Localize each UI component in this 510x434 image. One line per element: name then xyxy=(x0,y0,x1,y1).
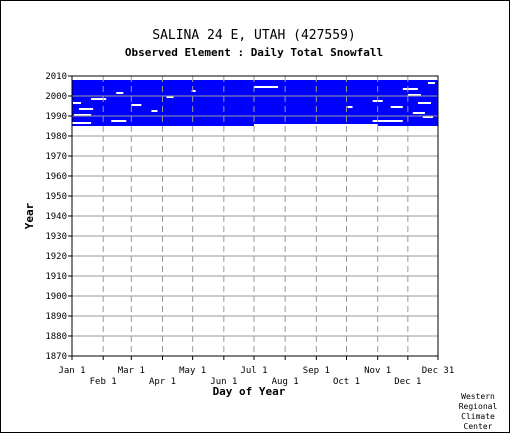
y-tick-label-1880: 1880 xyxy=(45,332,67,342)
y-tick-label-1970: 1970 xyxy=(45,152,67,162)
x-tick-label-upper-6: Dec 31 xyxy=(422,366,455,376)
y-tick-label-1950: 1950 xyxy=(45,192,67,202)
missing-gap-12 xyxy=(166,96,174,98)
y-tick-label-2000: 2000 xyxy=(45,92,67,102)
x-tick-label-lower-2: Jun 1 xyxy=(210,377,237,387)
missing-gap-7 xyxy=(73,102,82,104)
x-tick-label-lower-0: Feb 1 xyxy=(90,377,117,387)
x-axis-label: Day of Year xyxy=(213,385,286,398)
y-tick-label-1870: 1870 xyxy=(45,352,67,362)
y-tick-label-1980: 1980 xyxy=(45,132,67,142)
observed-block-1 xyxy=(72,80,438,86)
missing-gap-4 xyxy=(253,86,279,88)
missing-gap-21 xyxy=(427,82,435,84)
y-tick-label-1920: 1920 xyxy=(45,252,67,262)
x-tick-label-upper-2: May 1 xyxy=(179,366,206,376)
y-axis-label: Year xyxy=(23,202,36,229)
x-tick-label-lower-1: Apr 1 xyxy=(149,377,176,387)
x-tick-label-upper-1: Mar 1 xyxy=(118,366,145,376)
missing-gap-0 xyxy=(253,124,378,126)
missing-gap-18 xyxy=(402,88,418,90)
x-axis-ticks-upper: Jan 1 Mar 1 May 1 Jul 1 Sep 1 Nov 1 Dec 31 xyxy=(58,356,454,376)
chart-subtitle: Observed Element : Daily Total Snowfall xyxy=(125,46,383,59)
credit-line-2: Regional xyxy=(459,402,498,411)
missing-gap-17 xyxy=(412,112,425,114)
missing-gap-5 xyxy=(74,114,92,116)
missing-gap-11 xyxy=(151,110,158,112)
missing-gap-20 xyxy=(417,102,431,104)
missing-gap-19 xyxy=(422,116,433,118)
y-tick-label-1930: 1930 xyxy=(45,232,67,242)
x-tick-label-lower-5: Dec 1 xyxy=(394,377,421,387)
missing-gap-16 xyxy=(407,94,421,96)
x-tick-label-upper-0: Jan 1 xyxy=(58,366,85,376)
x-tick-label-upper-4: Sep 1 xyxy=(303,366,330,376)
missing-gap-13 xyxy=(191,90,196,92)
credit-line-1: Western xyxy=(461,392,495,401)
x-tick-label-lower-4: Oct 1 xyxy=(333,377,360,387)
credit-block: Western Regional Climate Center xyxy=(459,392,498,431)
x-axis-ticks-lower: Feb 1 Apr 1 Jun 1 Aug 1 Oct 1 Dec 1 xyxy=(90,356,421,387)
x-tick-label-lower-3: Aug 1 xyxy=(272,377,299,387)
credit-line-3: Climate xyxy=(461,412,495,421)
data-layer xyxy=(72,80,438,126)
missing-gap-10 xyxy=(131,104,142,106)
missing-gap-22 xyxy=(347,106,353,108)
missing-gap-6 xyxy=(79,108,94,110)
y-axis-ticks: 2010 2000 1990 1980 1970 1960 1950 1940 1930 1920… xyxy=(45,72,72,362)
missing-gap-8 xyxy=(91,98,107,100)
missing-gap-1 xyxy=(72,122,92,124)
y-tick-label-1940: 1940 xyxy=(45,212,67,222)
chart-title: SALINA 24 E, UTAH (427559) xyxy=(152,28,356,43)
y-tick-label-2010: 2010 xyxy=(45,72,67,82)
missing-gap-3 xyxy=(372,120,403,122)
credit-line-4: Center xyxy=(464,422,493,431)
y-tick-label-1900: 1900 xyxy=(45,292,67,302)
y-tick-label-1960: 1960 xyxy=(45,172,67,182)
missing-gap-2 xyxy=(111,120,127,122)
x-tick-label-upper-5: Nov 1 xyxy=(364,366,391,376)
missing-gap-15 xyxy=(390,106,403,108)
y-tick-label-1910: 1910 xyxy=(45,272,67,282)
x-tick-label-upper-3: Jul 1 xyxy=(240,366,267,376)
y-tick-label-1890: 1890 xyxy=(45,312,67,322)
missing-gap-9 xyxy=(116,92,124,94)
y-tick-label-1990: 1990 xyxy=(45,112,67,122)
